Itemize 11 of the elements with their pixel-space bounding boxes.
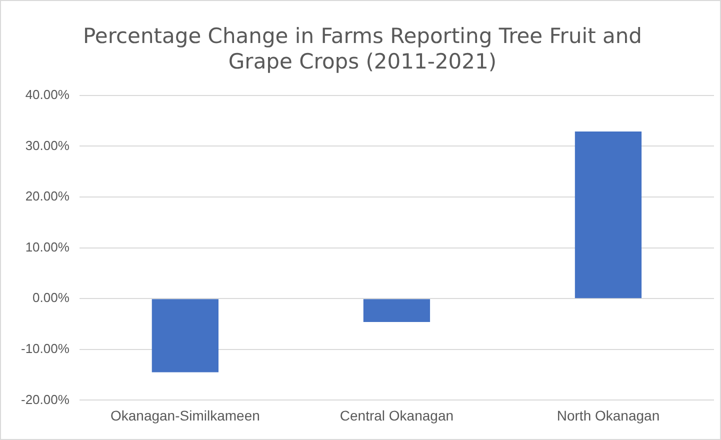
y-tick-label: 40.00% [25,86,70,102]
y-tick-label: 20.00% [25,188,70,204]
x-tick-label: North Okanagan [556,407,660,424]
y-tick-label: 10.00% [25,239,70,254]
chart-title: Percentage Change in Farms Reporting Tree Fruit and Grape Crops (2011-2021) [82,24,642,74]
y-tick-label: 0.00% [32,290,70,306]
x-tick-label: Okanagan-Similkameen [110,407,260,424]
y-tick-label: -10.00% [21,340,70,356]
y-tick-label: 30.00% [25,138,70,153]
x-tick-label: Central Okanagan [340,407,454,424]
y-tick-label: -20.00% [21,392,70,407]
